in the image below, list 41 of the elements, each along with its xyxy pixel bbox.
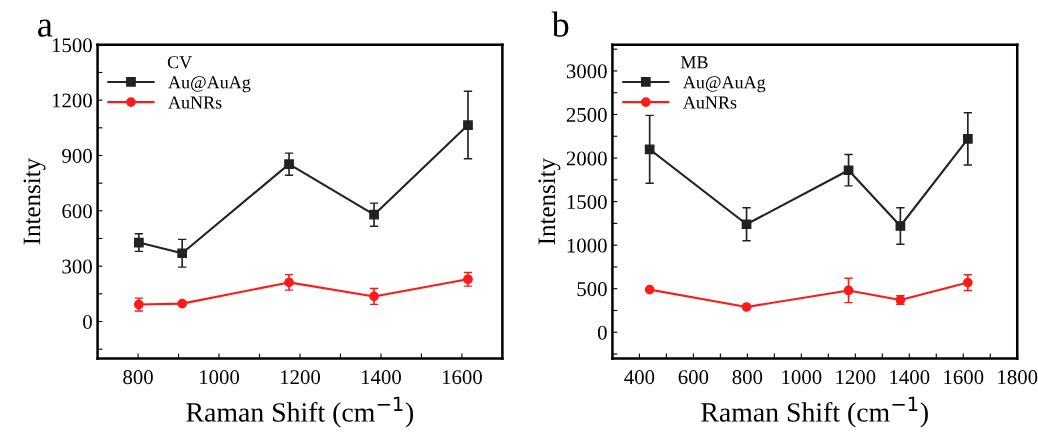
x-tick-label: 1200	[836, 370, 876, 385]
x-tick-label: 800	[732, 370, 763, 385]
x-tick-label: 1200	[280, 370, 321, 385]
chart-title: b	[551, 11, 569, 37]
x-tick-label: 1800	[998, 370, 1038, 385]
y-axis-title: Intensity	[538, 157, 561, 245]
y-tick-label: 1200	[52, 93, 92, 108]
x-tick-label: 1600	[944, 370, 984, 385]
point	[741, 302, 752, 312]
chart-title: a	[38, 19, 53, 37]
x-tick-label: 1000	[782, 370, 822, 385]
x-tick-label: 1400	[890, 370, 930, 385]
y-tick-label: 2000	[566, 151, 607, 166]
legend-title: CV	[167, 56, 192, 69]
x-axis-title: Raman Shift (cm$^{−1}$)	[186, 396, 414, 428]
y-tick-label: 2500	[566, 107, 607, 122]
x-tick-label: 1000	[200, 370, 240, 385]
x-tick-label: 600	[678, 370, 709, 385]
x-tick-label: 1600	[442, 370, 482, 385]
x-axis-title: Raman Shift (cm$^{−1}$)	[701, 396, 928, 428]
y-tick-label: 0	[597, 325, 607, 340]
legend-title: MB	[680, 56, 708, 69]
legend-label: Au@AuAg	[168, 76, 251, 93]
y-tick-label: 300	[62, 259, 92, 274]
x-tick-label: 800	[123, 370, 153, 385]
x-tick-label: 1400	[361, 370, 401, 385]
y-tick-label: 1000	[567, 238, 607, 253]
y-tick-label: 500	[577, 282, 607, 297]
legend-label: Au@AuAg	[683, 76, 766, 93]
y-tick-label: 1500	[567, 194, 607, 210]
x-tick-label: 400	[624, 370, 655, 385]
y-axis-title: Intensity	[23, 157, 46, 245]
y-tick-label: 0	[83, 314, 92, 329]
point	[644, 284, 655, 295]
legend-label: AuNRs	[168, 96, 222, 109]
legend-label: AuNRs	[683, 96, 737, 109]
y-tick-label: 600	[62, 204, 92, 219]
y-tick-label: 1500	[52, 38, 92, 53]
y-tick-label: 900	[62, 148, 92, 163]
point	[644, 144, 655, 155]
y-tick-label: 3000	[566, 64, 607, 79]
